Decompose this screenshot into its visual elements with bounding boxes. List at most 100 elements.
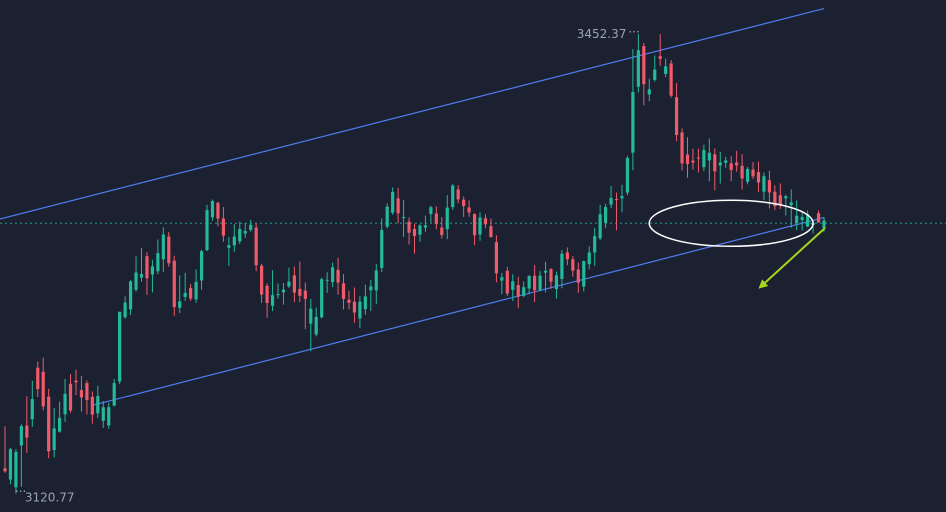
candle: [68, 374, 73, 413]
candle: [609, 185, 613, 209]
candle-body: [287, 281, 291, 287]
candle: [614, 192, 619, 231]
candle-body: [41, 371, 45, 407]
high-price-leader: ···: [628, 25, 639, 39]
candle-body: [210, 201, 215, 218]
candle: [451, 184, 455, 210]
candle: [653, 55, 657, 82]
candle-body: [145, 256, 149, 279]
candle-body: [516, 285, 520, 297]
candle-body: [347, 299, 351, 303]
candle: [292, 266, 296, 303]
candle-body: [685, 154, 690, 164]
candle-body: [19, 425, 23, 446]
candle: [249, 219, 253, 232]
highlight-ellipse[interactable]: [648, 199, 814, 248]
candle-body: [90, 396, 94, 415]
candle-body: [183, 292, 187, 297]
candle-series: [3, 34, 826, 494]
candle: [680, 128, 684, 171]
candle-body: [604, 207, 608, 223]
candle: [745, 166, 750, 185]
candle-body: [238, 229, 242, 242]
candle-body: [189, 288, 193, 299]
candle: [199, 249, 204, 290]
candle-body: [292, 275, 296, 293]
candle: [478, 212, 482, 241]
candle-body: [205, 210, 209, 251]
low-price-label: 3120.77: [25, 491, 75, 505]
candle: [598, 204, 602, 241]
downward-arrow[interactable]: [758, 227, 826, 289]
candle-body: [483, 218, 488, 225]
candle-body: [543, 270, 548, 273]
candle: [516, 276, 520, 309]
candle-body: [363, 296, 367, 310]
channel-lower-trendline[interactable]: [92, 217, 825, 406]
candle: [696, 148, 701, 173]
candle-body: [423, 225, 428, 228]
candle-body: [642, 46, 646, 85]
candle: [128, 280, 133, 316]
candle-body: [167, 236, 171, 264]
candle: [729, 156, 733, 182]
candle-body: [707, 152, 711, 161]
candle-body: [254, 227, 258, 266]
candle: [740, 154, 744, 190]
candle: [751, 161, 755, 180]
candle-body: [762, 176, 766, 192]
candle-body: [451, 185, 455, 208]
candle-body: [161, 234, 165, 260]
candle-body: [374, 270, 378, 291]
candle-body: [74, 380, 78, 383]
candle-body: [653, 69, 657, 80]
low-price-leader: ···: [15, 485, 26, 499]
candle-body: [713, 154, 717, 172]
candle-body: [822, 220, 826, 228]
candle: [156, 239, 160, 275]
candle-body: [631, 92, 635, 153]
candle: [281, 283, 286, 305]
candle-body: [576, 269, 580, 283]
candle: [505, 266, 509, 297]
candle: [36, 361, 40, 397]
candle: [795, 200, 799, 231]
candle-body: [58, 417, 62, 432]
candle-body: [745, 168, 750, 182]
candle: [25, 396, 29, 453]
candle: [462, 196, 466, 218]
candle: [658, 34, 662, 66]
candle-body: [674, 97, 679, 135]
candle: [631, 49, 635, 171]
candle-body: [767, 180, 771, 193]
candle: [320, 277, 324, 319]
candle: [407, 217, 411, 245]
candle: [625, 155, 630, 196]
channel-upper-trendline[interactable]: [0, 7, 825, 224]
candle-body: [614, 198, 619, 200]
candle: [161, 227, 165, 272]
candle-body: [511, 281, 515, 290]
candle-body: [571, 259, 575, 271]
candle-body: [522, 287, 526, 296]
candle-body: [696, 157, 701, 159]
candle: [232, 224, 236, 252]
candle-body: [440, 227, 444, 236]
candle: [669, 60, 673, 98]
candle: [511, 274, 515, 302]
candle-body: [702, 150, 706, 168]
candle-body: [249, 224, 253, 230]
candle: [718, 151, 722, 184]
candle: [423, 215, 428, 232]
candle: [434, 206, 438, 230]
candle-body: [445, 207, 449, 230]
candle: [14, 449, 18, 494]
candle: [560, 249, 564, 289]
candle-body: [380, 229, 384, 268]
candle: [587, 246, 591, 270]
candle: [260, 263, 264, 303]
candle: [183, 272, 187, 301]
candle: [194, 269, 198, 303]
candle-body: [320, 279, 324, 318]
